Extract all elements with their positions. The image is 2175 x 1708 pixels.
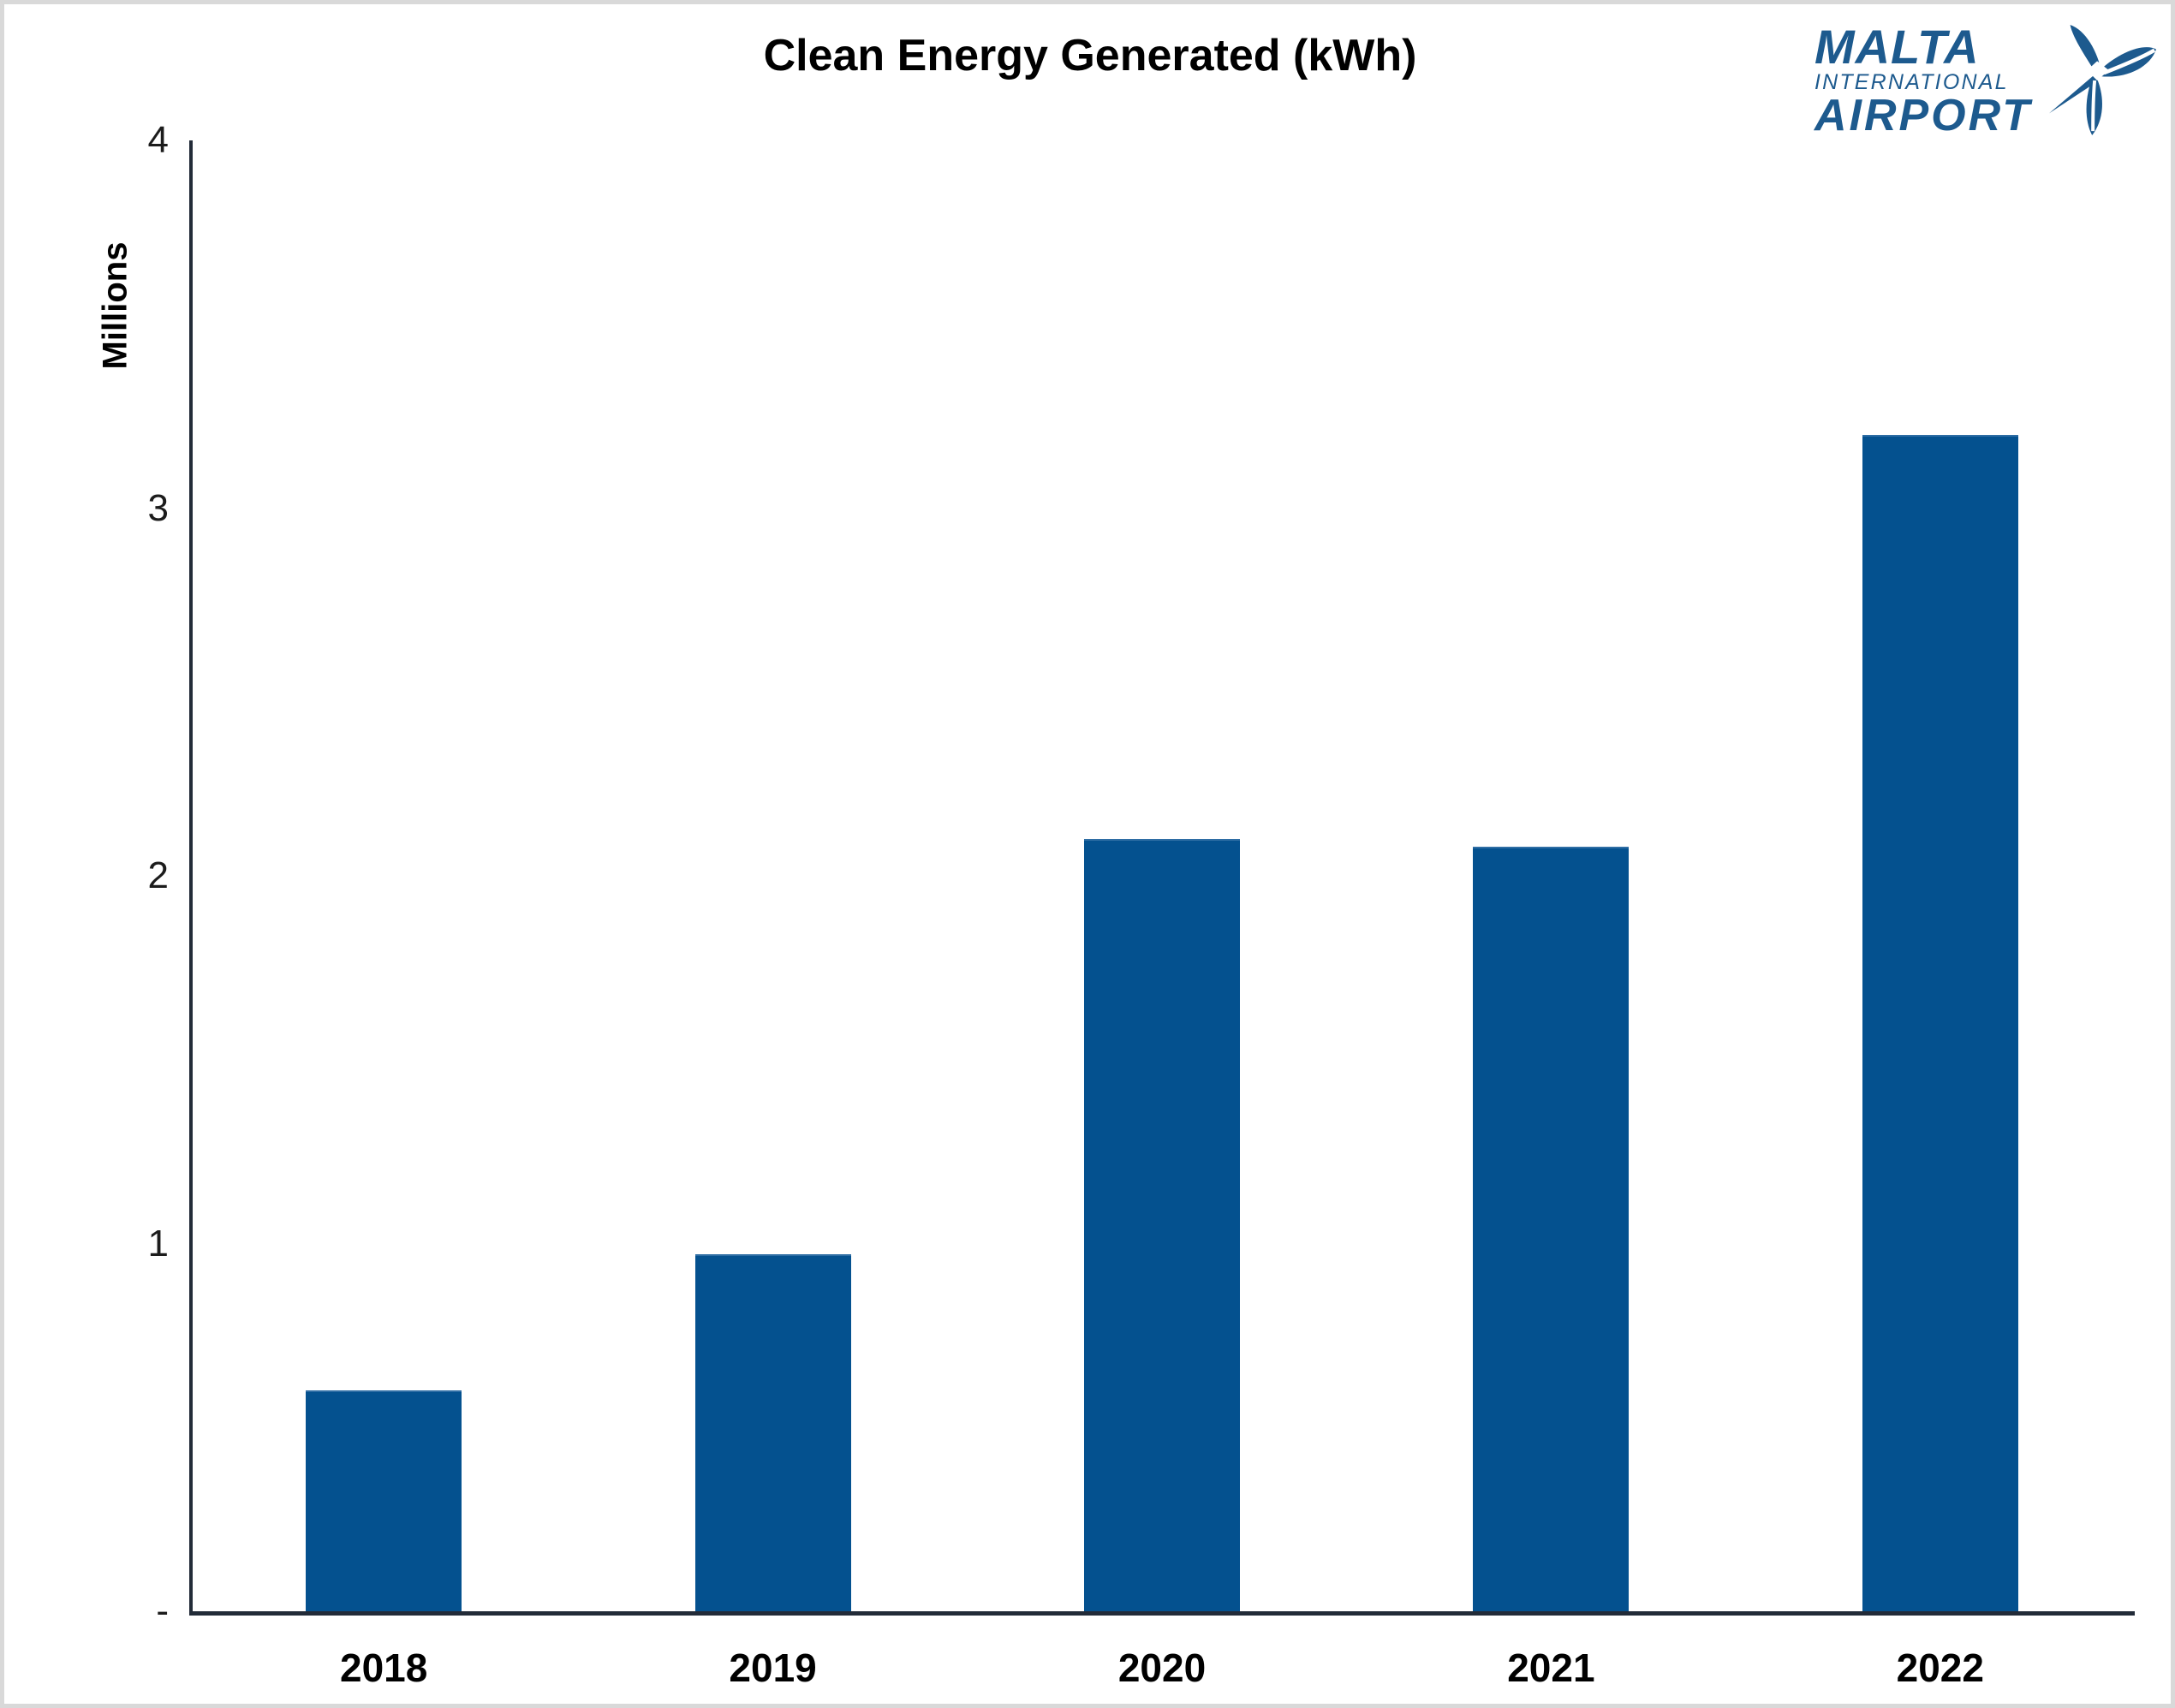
y-axis-title: Millions: [96, 241, 134, 370]
x-tick-label-2018: 2018: [340, 1646, 428, 1690]
x-tick-label-2019: 2019: [729, 1646, 817, 1690]
y-tick-label-0: -: [156, 1590, 169, 1632]
logo-text: MALTA INTERNATIONAL AIRPORT: [1814, 20, 2032, 140]
x-axis-line: [189, 1611, 2135, 1616]
y-tick-label-2: 2: [147, 854, 169, 896]
y-axis-line: [189, 140, 193, 1615]
propeller-plane-icon: [2047, 23, 2157, 138]
y-tick-label-1: 1: [147, 1222, 169, 1265]
x-tick-label-2020: 2020: [1117, 1646, 1207, 1690]
bar-2018: [306, 1390, 462, 1611]
chart-title: Clean Energy Generated (kWh): [763, 31, 1417, 80]
bar-2019: [694, 1254, 851, 1611]
bar-2022: [1862, 434, 2018, 1611]
logo-line-airport: AIRPORT: [1814, 91, 2032, 140]
y-tick-label-3: 3: [147, 486, 169, 529]
logo-line-malta: MALTA: [1814, 20, 1980, 74]
malta-airport-logo: MALTA INTERNATIONAL AIRPORT: [1814, 23, 2157, 138]
y-tick-label-4: 4: [147, 119, 169, 161]
bar-2020: [1084, 839, 1240, 1611]
bar-2021: [1473, 846, 1630, 1611]
x-tick-label-2022: 2022: [1896, 1646, 1984, 1690]
logo-line-international: INTERNATIONAL: [1814, 70, 2009, 94]
x-tick-label-2021: 2021: [1507, 1646, 1595, 1690]
